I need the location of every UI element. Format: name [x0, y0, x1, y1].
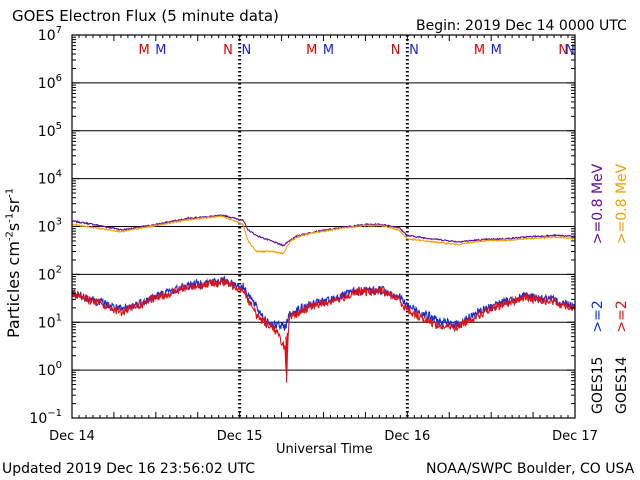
legend-satellite: GOES15	[590, 356, 606, 414]
series-layer	[71, 214, 576, 383]
legend-item: >=2	[614, 300, 630, 333]
y-tick-label: 107	[38, 25, 62, 44]
chart-title: GOES Electron Flux (5 minute data)	[12, 7, 279, 25]
x-tick-label: Dec 17	[552, 429, 598, 444]
orbit-marker: N	[565, 43, 575, 58]
orbit-marker: N	[409, 43, 419, 58]
legend-satellite: GOES14	[614, 356, 630, 414]
legend-entry: GOES14 >=2 >=0.8 MeV	[614, 164, 630, 414]
y-tick-label: 104	[38, 169, 62, 188]
x-tick-label: Dec 14	[49, 429, 95, 444]
marker-layer: M M N N M M N N M M NN	[138, 43, 574, 58]
orbit-marker: M	[155, 43, 166, 58]
y-tick-label: 100	[38, 360, 62, 379]
legend-item: >=2	[590, 300, 606, 333]
begin-time: Begin: 2019 Dec 14 0000 UTC	[416, 18, 627, 34]
orbit-marker: N	[223, 43, 233, 58]
legend-item: >=0.8 MeV	[590, 163, 606, 245]
series-line	[71, 277, 576, 383]
orbit-marker: M	[306, 43, 317, 58]
orbit-marker: M	[138, 43, 149, 58]
series-line	[71, 215, 576, 255]
y-tick-label: 10−1	[29, 408, 62, 427]
y-axis-label: Particles cm-2s-1sr-1	[4, 187, 23, 338]
series-line	[71, 214, 576, 247]
y-tick-label: 103	[38, 217, 62, 236]
orbit-marker: M	[491, 43, 502, 58]
axis-layer	[71, 34, 576, 419]
y-tick-label: 106	[38, 73, 62, 92]
x-tick-label: Dec 15	[217, 429, 263, 444]
orbit-marker: M	[323, 43, 334, 58]
source-credit: NOAA/SWPC Boulder, CO USA	[426, 461, 635, 477]
updated-time: Updated 2019 Dec 16 23:56:02 UTC	[2, 461, 256, 477]
orbit-marker: N	[558, 43, 568, 58]
orbit-marker: N	[391, 43, 401, 58]
x-axis-label: Universal Time	[276, 442, 373, 457]
y-tick-label: 105	[38, 121, 62, 140]
tick-label-layer: 107 106 105 104 103 102 101 100 10−1 Dec 14 Dec 15…	[29, 25, 598, 444]
legend-item: >=0.8 MeV	[614, 163, 630, 245]
y-tick-label: 102	[38, 264, 62, 283]
x-tick-label: Dec 16	[384, 429, 430, 444]
y-tick-label: 101	[38, 312, 62, 331]
orbit-marker: M	[474, 43, 485, 58]
legend-entry: GOES15 >=2 >=0.8 MeV	[590, 164, 606, 414]
orbit-marker: N	[242, 43, 252, 58]
